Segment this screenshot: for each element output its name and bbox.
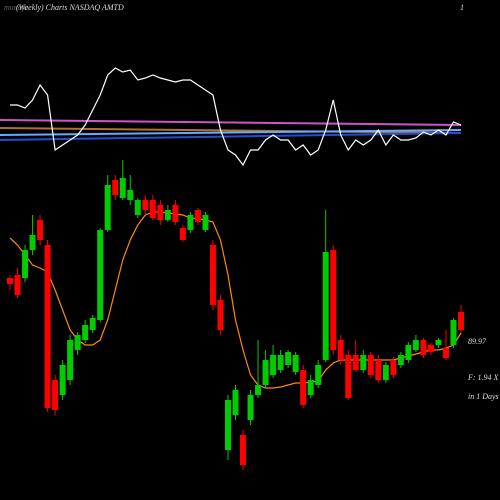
level-line [0,129,462,136]
candle-body [442,348,449,358]
candle-body [292,355,299,372]
candle-body [67,340,74,380]
candle-body [224,400,231,450]
candle-body [22,250,29,278]
candle-body [285,352,292,365]
watermark: munafa [4,3,28,12]
candle-body [149,200,156,218]
moving-average [9,211,462,389]
candle-body [29,235,36,250]
candle-body [412,340,419,350]
candle-body [360,355,367,370]
candle-body [262,360,269,385]
candle-body [322,252,329,360]
candle-body [300,370,307,405]
candle-body [202,215,209,230]
candle-body [52,380,59,410]
info-label: F: 1.94 X [467,373,500,382]
candle-body [427,345,434,352]
candle-body [209,245,216,305]
candle-body [194,210,201,222]
candle-body [277,355,284,370]
candle-body [187,215,194,230]
chart-title: (Weekly) Charts NASDAQ AMTD [16,3,124,12]
level-line [0,132,462,141]
candle-body [37,220,44,240]
candle-body [104,185,111,230]
candle-body [217,300,224,330]
candle-body [119,178,126,198]
candle-body [164,210,171,220]
corner-label: 1 [460,3,464,12]
candle-body [330,250,337,350]
candle-body [337,340,344,360]
candle-body [172,205,179,222]
candle-body [179,228,186,240]
candle-body [82,325,89,340]
candle-body [367,355,374,375]
candle-body [375,360,382,380]
candle-body [7,278,13,284]
candle-body [142,200,149,210]
candle-body [240,435,247,465]
candle-body [247,395,254,420]
candle-body [450,320,457,345]
candle-body [270,355,277,375]
period-label: in 1 Days [468,392,499,401]
candle-body [352,355,359,370]
candle-body [420,340,427,355]
candle-body [74,335,81,350]
candle-body [127,190,134,200]
candle-body [59,365,66,395]
candle-body [397,355,404,365]
candle-body [405,345,412,360]
indicator [10,67,462,167]
candle-body [255,385,262,395]
candle-body [89,318,96,330]
candle-body [112,180,119,195]
price-label: 89.97 [468,337,487,346]
candle-body [232,390,239,415]
candle-body [97,230,104,320]
candle-body [390,360,397,375]
candle-body [44,245,51,408]
candle-body [435,340,442,345]
candle-body [345,355,352,398]
candle-body [307,380,314,395]
candle-body [157,205,164,220]
candle-body [14,275,21,295]
candle-body [458,312,464,330]
candle-body [315,365,322,385]
candle-body [134,200,141,215]
level-line [0,127,462,134]
level-line [0,119,462,126]
candle-body [382,365,389,380]
